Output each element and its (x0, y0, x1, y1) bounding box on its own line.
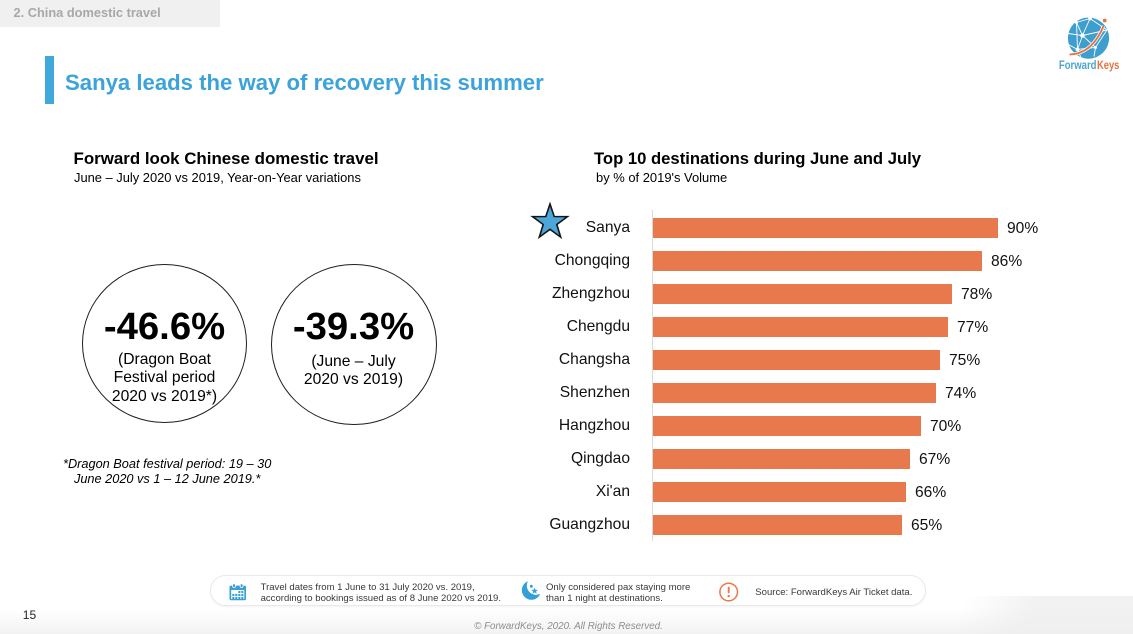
svg-text:Forward: Forward (1059, 58, 1097, 72)
svg-text:Keys: Keys (1097, 58, 1120, 72)
